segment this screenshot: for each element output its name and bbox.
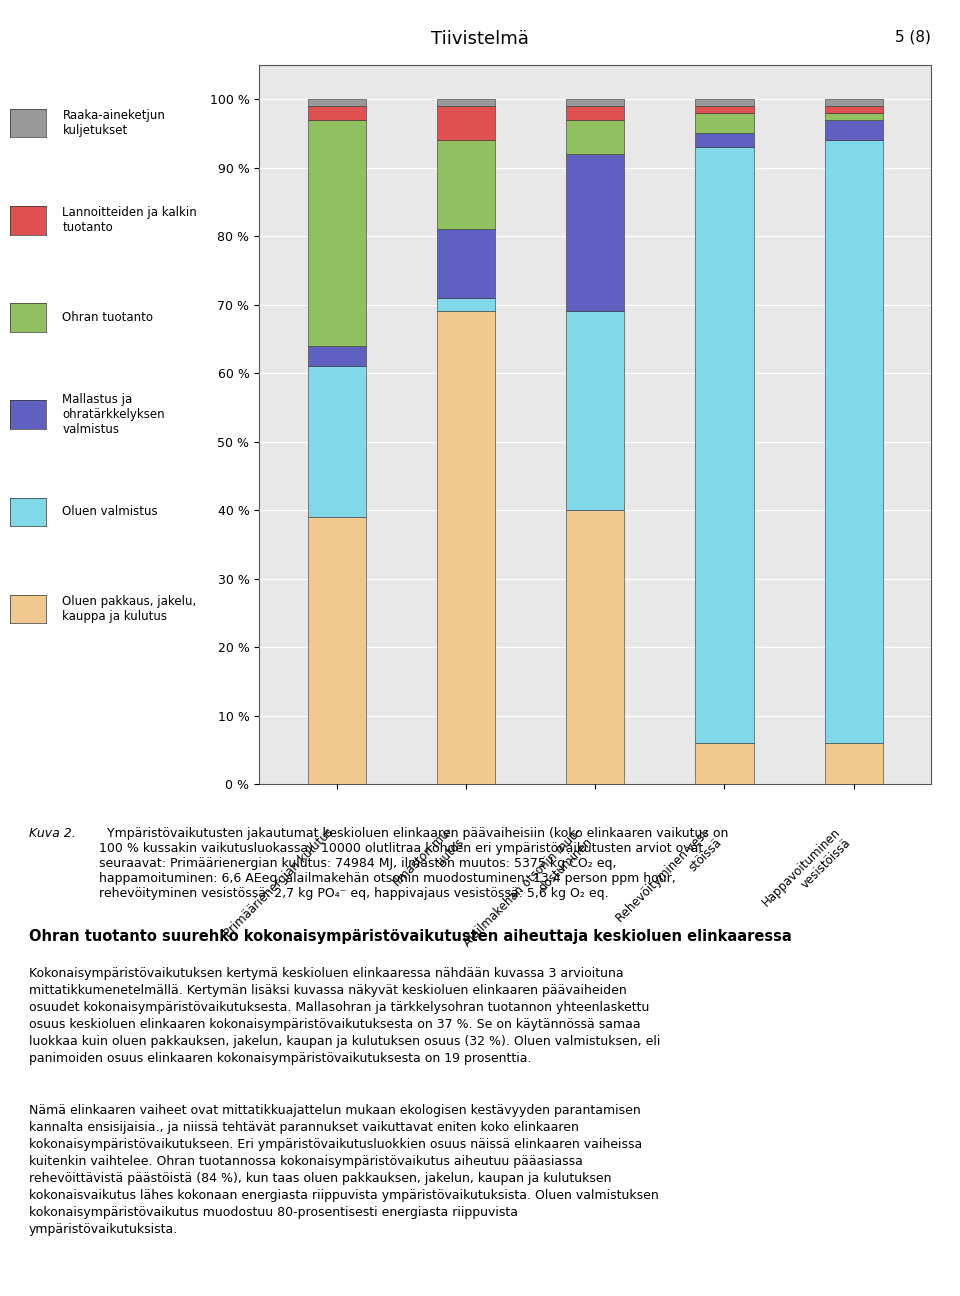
Bar [437,106,495,140]
Bar [825,743,883,784]
Bar [695,98,754,106]
Text: Kokonaisympäristövaikutuksen kertymä keskioluen elinkaaressa nähdään kuvassa 3 a: Kokonaisympäristövaikutuksen kertymä kes… [29,967,660,1065]
Bar [825,98,883,106]
Bar [695,743,754,784]
Bar [307,517,366,784]
Bar [695,146,754,743]
Text: 5 (8): 5 (8) [896,30,931,45]
Text: Ohran tuotanto: Ohran tuotanto [62,311,154,324]
Text: Ohran tuotanto suurehko kokonaisympäristövaikutusten aiheuttaja keskioluen elink: Ohran tuotanto suurehko kokonaisympärist… [29,929,792,945]
Bar [566,106,624,119]
Text: Nämä elinkaaren vaiheet ovat mittatikkuajattelun mukaan ekologisen kestävyyden p: Nämä elinkaaren vaiheet ovat mittatikkua… [29,1104,659,1236]
Text: Rehevöityminen vesi-
stöissä: Rehevöityminen vesi- stöissä [614,826,725,936]
Text: Ilmaston mu-
uutos: Ilmaston mu- uutos [391,826,466,901]
Bar [566,119,624,154]
Bar [437,298,495,311]
Bar [307,98,366,106]
Text: Alailmakehän otsonin muo-
dostuminen: Alailmakehän otsonin muo- dostuminen [461,826,595,959]
Bar [566,154,624,311]
Bar [566,98,624,106]
Text: Oluen valmistus: Oluen valmistus [62,505,158,518]
Text: Happavoituminen
vesistöissä: Happavoituminen vesistöissä [759,826,853,919]
Bar [307,106,366,119]
Text: Tiivistelmä: Tiivistelmä [431,30,529,48]
Bar [695,113,754,133]
Bar [695,133,754,146]
Text: Lannoitteiden ja kalkin
tuotanto: Lannoitteiden ja kalkin tuotanto [62,206,197,235]
Bar [695,106,754,113]
Text: Primäärienergian kulutus: Primäärienergian kulutus [223,826,337,940]
Bar [437,98,495,106]
Text: Mallastus ja
ohratärkkelyksen
valmistus: Mallastus ja ohratärkkelyksen valmistus [62,393,165,437]
Bar [437,140,495,229]
Bar [566,311,624,511]
Bar [825,113,883,119]
Bar [437,229,495,298]
Text: Kuva 2.: Kuva 2. [29,827,76,840]
Bar [307,367,366,517]
Bar [307,346,366,367]
Bar [825,119,883,140]
Bar [825,140,883,743]
Text: Oluen pakkaus, jakelu,
kauppa ja kulutus: Oluen pakkaus, jakelu, kauppa ja kulutus [62,595,197,623]
Bar [825,106,883,113]
Text: Raaka-aineketjun
kuljetukset: Raaka-aineketjun kuljetukset [62,109,165,137]
Bar [437,311,495,784]
Bar [307,119,366,346]
Text: Ympäristövaikutusten jakautumat keskioluen elinkaaren päävaiheisiin (koko elinka: Ympäristövaikutusten jakautumat keskiolu… [99,827,729,899]
Bar [566,511,624,784]
